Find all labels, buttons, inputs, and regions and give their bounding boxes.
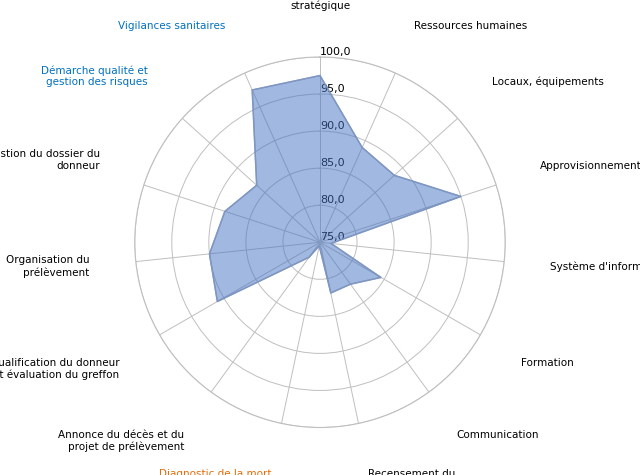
Text: Annonce du décès et du
projet de prélèvement: Annonce du décès et du projet de prélève… — [58, 429, 184, 452]
Text: Management
stratégique: Management stratégique — [285, 0, 355, 11]
Text: Ressources humaines: Ressources humaines — [414, 21, 527, 31]
Text: Organisation du
prélèvement: Organisation du prélèvement — [6, 256, 90, 277]
Text: Approvisionnement: Approvisionnement — [540, 161, 640, 171]
Text: Qualification du donneur
et évaluation du greffon: Qualification du donneur et évaluation d… — [0, 358, 120, 380]
Text: Communication: Communication — [456, 429, 539, 439]
Polygon shape — [209, 76, 461, 302]
Text: Recensement du
donneur: Recensement du donneur — [368, 469, 456, 475]
Text: Système d'information: Système d'information — [550, 261, 640, 272]
Text: Gestion du dossier du
donneur: Gestion du dossier du donneur — [0, 149, 100, 171]
Text: Diagnostic de la mort
encéphalique: Diagnostic de la mort encéphalique — [159, 469, 272, 475]
Text: Locaux, équipements: Locaux, équipements — [492, 77, 604, 87]
Text: Formation: Formation — [520, 358, 573, 368]
Text: Vigilances sanitaires: Vigilances sanitaires — [118, 21, 226, 31]
Text: Démarche qualité et
gestion des risques: Démarche qualité et gestion des risques — [41, 65, 148, 87]
